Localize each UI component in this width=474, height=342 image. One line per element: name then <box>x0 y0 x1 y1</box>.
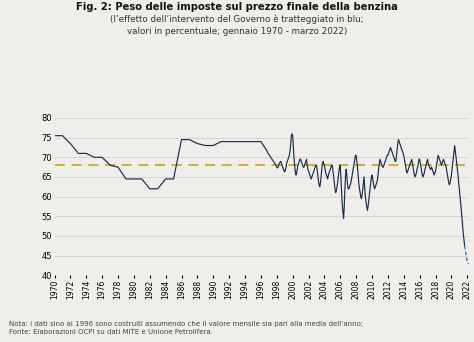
Text: Fig. 2: Peso delle imposte sul prezzo finale della benzina: Fig. 2: Peso delle imposte sul prezzo fi… <box>76 2 398 12</box>
Text: Nota: i dati sino al 1996 sono costruiti assumendo che il valore mensile sia par: Nota: i dati sino al 1996 sono costruiti… <box>9 321 364 335</box>
Text: (l’effetto dell’intervento del Governo è tratteggiato in blu;
valori in percentu: (l’effetto dell’intervento del Governo è… <box>110 14 364 36</box>
